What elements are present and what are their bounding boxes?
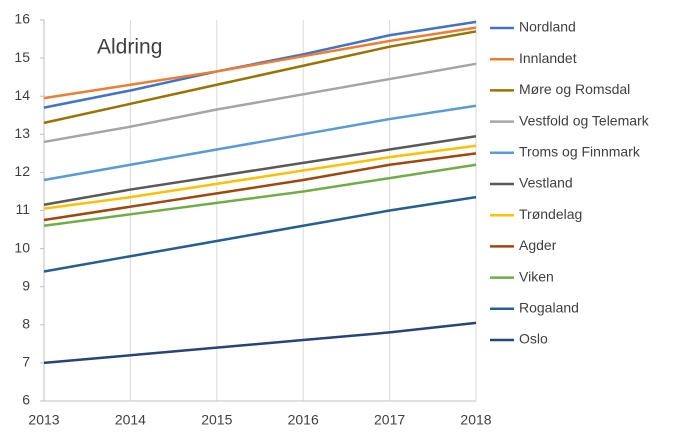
- y-tick-label: 10: [14, 239, 30, 255]
- legend-label: Møre og Romsdal: [519, 81, 630, 97]
- legend-label: Vestland: [519, 175, 573, 191]
- legend-label: Agder: [519, 237, 557, 253]
- y-tick-label: 6: [22, 392, 30, 408]
- y-tick-label: 15: [14, 49, 30, 65]
- x-tick-label: 2016: [288, 412, 319, 428]
- y-tick-label: 9: [22, 277, 30, 293]
- legend-label: Nordland: [519, 19, 576, 35]
- series-line: [43, 144, 477, 210]
- chart-title: Aldring: [97, 36, 162, 59]
- series-line: [43, 163, 477, 227]
- y-tick-label: 7: [22, 354, 30, 370]
- y-tick-label: 12: [14, 163, 30, 179]
- series-line: [43, 104, 477, 182]
- series-line: [43, 26, 477, 100]
- y-tick-label: 11: [15, 201, 30, 217]
- y-tick-label: 14: [14, 87, 30, 103]
- legend-label: Vestfold og Telemark: [519, 112, 650, 128]
- x-tick-label: 2017: [374, 412, 405, 428]
- series-line: [43, 134, 477, 207]
- series-line: [43, 321, 477, 365]
- x-tick-label: 2014: [115, 412, 146, 428]
- x-tick-label: 2015: [201, 412, 232, 428]
- series-line: [43, 195, 477, 273]
- legend-label: Troms og Finnmark: [519, 144, 641, 160]
- y-tick-label: 13: [14, 125, 30, 141]
- x-tick-label: 2013: [28, 412, 59, 428]
- series-line: [43, 62, 477, 144]
- series-line: [43, 30, 477, 125]
- x-tick-label: 2018: [460, 412, 491, 428]
- legend-label: Trøndelag: [519, 206, 582, 222]
- legend-label: Oslo: [519, 331, 548, 347]
- legend-label: Innlandet: [519, 50, 577, 66]
- legend-label: Viken: [519, 268, 554, 284]
- y-tick-label: 8: [22, 316, 30, 332]
- series-line: [43, 152, 477, 222]
- legend-label: Rogaland: [519, 300, 579, 316]
- legend: Nordland Innlandet Møre og Romsdal Vestfold…: [490, 19, 650, 347]
- plot: 2013 2014 2015 2016 2017 2018 6 7 8 9 10 11 12 13 14 15…: [14, 11, 649, 428]
- y-tick-label: 16: [14, 11, 30, 27]
